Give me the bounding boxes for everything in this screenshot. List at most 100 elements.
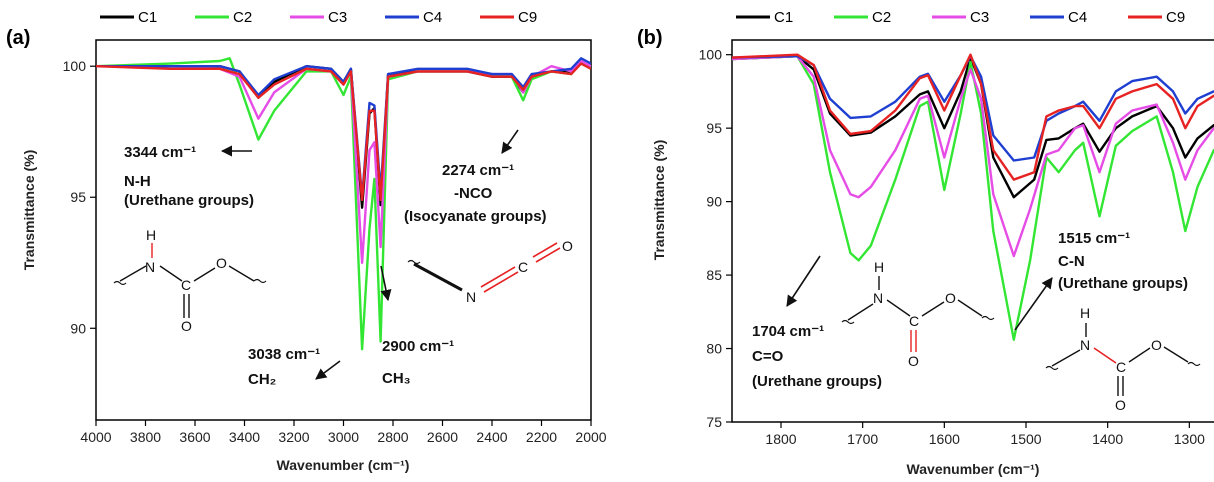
annotation-2900: 2900 cm⁻¹ CH₃: [380, 265, 454, 387]
atom-o-carbonyl: O: [908, 353, 919, 369]
series-group-a: [96, 57, 591, 351]
legend-label-c1-a: C1: [138, 9, 157, 26]
series-line-c2-b: [732, 55, 1214, 341]
annotation-1515-group: C-N: [1058, 253, 1085, 270]
atom-o-ester: O: [945, 290, 956, 306]
wavy-bond-left: [841, 319, 855, 325]
annotation-1704-label: (Urethane groups): [752, 373, 882, 390]
ticks-a: 4000 3800 3600 3400 3200 3000 2800 2600 2400 2200…: [63, 58, 607, 445]
legend-a: C1 C2 C3 C4 C9: [100, 9, 537, 26]
panel-b: (b) C1 C2 C3 C4 C9 1800 1700 1600 1500 1400 1300 7…: [637, 9, 1214, 477]
isocyanate-structure-a: N C O: [407, 238, 573, 305]
annotation-1515: 1515 cm⁻¹ C-N (Urethane groups): [1014, 230, 1188, 331]
bond: [847, 303, 874, 321]
series-line-c2-a: [96, 57, 591, 351]
atom-o-ester: O: [1151, 337, 1162, 353]
series-line-c9-b: [732, 53, 1214, 181]
bond: [159, 265, 183, 282]
bond: [921, 301, 945, 317]
atom-h: H: [874, 259, 884, 275]
bond: [413, 262, 463, 292]
y-tick-label-a: 100: [63, 58, 87, 74]
panel-label-b: (b): [637, 27, 663, 49]
bond: [483, 271, 519, 293]
x-tick-label-a: 2200: [526, 429, 557, 445]
bond: [957, 299, 983, 317]
arrow-1515: [1014, 277, 1053, 331]
legend-label-c9-a: C9: [518, 9, 537, 26]
y-axis-title-b: Transmittance (%): [651, 140, 667, 261]
bond: [1093, 347, 1117, 364]
annotation-2274-wavenumber: 2274 cm⁻¹: [442, 162, 514, 179]
annotation-3344-wavenumber: 3344 cm⁻¹: [124, 144, 196, 161]
legend-b: C1 C2 C3 C4 C9: [736, 9, 1185, 26]
y-tick-label-a: 90: [70, 320, 86, 336]
wavy-bond-right: [253, 278, 267, 284]
annotation-2900-group: CH₃: [382, 370, 411, 387]
y-tick-label-b: 75: [706, 414, 722, 430]
atom-c-nco: C: [518, 259, 528, 275]
atom-o-ester: O: [216, 255, 227, 271]
atom-c: C: [1116, 359, 1126, 375]
atom-h: H: [146, 227, 156, 243]
x-tick-label-b: 1500: [1010, 431, 1041, 447]
wavy-bond-right: [1187, 361, 1201, 367]
bond: [119, 265, 147, 282]
x-tick-label-a: 3800: [130, 429, 161, 445]
x-tick-label-a: 2800: [377, 429, 408, 445]
plot-frame-b: [731, 39, 1214, 423]
x-tick-label-b: 1300: [1174, 431, 1205, 447]
urethane-structure-a: N H C O O: [113, 227, 267, 334]
x-tick-label-a: 2600: [427, 429, 458, 445]
ticks-b: 1800 1700 1600 1500 1400 1300 75 80 85 90 95 100: [699, 47, 1205, 447]
x-tick-label-b: 1600: [929, 431, 960, 447]
annotation-3038-group: CH₂: [248, 371, 276, 388]
annotation-2900-wavenumber: 2900 cm⁻¹: [382, 338, 454, 355]
y-tick-label-b: 100: [699, 47, 723, 63]
bond: [535, 247, 561, 263]
annotation-3038: 3038 cm⁻¹ CH₂: [248, 346, 341, 388]
annotation-nh-label: (Urethane groups): [124, 192, 254, 209]
panel-a: (a) C1 C2 C3 C4 C9 4000 3800 3600 3400 3200 3000 2…: [6, 9, 607, 473]
atom-c: C: [909, 313, 919, 329]
bond: [1163, 346, 1189, 363]
annotation-2274-label: (Isocyanate groups): [404, 208, 547, 225]
annotation-3038-wavenumber: 3038 cm⁻¹: [248, 346, 320, 363]
series-line-c3-a: [96, 59, 591, 264]
urethane-structure-b-cn: N H C O O: [1045, 305, 1201, 413]
annotation-1704: 1704 cm⁻¹ C=O (Urethane groups): [752, 255, 882, 390]
x-tick-label-b: 1700: [847, 431, 878, 447]
bond: [193, 267, 216, 282]
x-tick-label-a: 3400: [229, 429, 260, 445]
legend-label-c3-a: C3: [328, 9, 347, 26]
annotation-1515-label: (Urethane groups): [1058, 275, 1188, 292]
bond: [1051, 349, 1081, 367]
wavy-bond-nco: [407, 259, 421, 265]
x-tick-label-a: 4000: [80, 429, 111, 445]
atom-h: H: [1080, 305, 1090, 321]
legend-label-c2-a: C2: [233, 9, 252, 26]
x-tick-label-a: 3600: [179, 429, 210, 445]
annotation-nh-group: N-H: [124, 173, 151, 190]
panel-label-a: (a): [6, 27, 30, 49]
x-tick-label-a: 3200: [278, 429, 309, 445]
atom-o-carbonyl: O: [181, 318, 192, 334]
series-line-c4-b: [732, 55, 1214, 162]
atom-n: N: [873, 290, 883, 306]
series-line-c3-b: [732, 55, 1214, 258]
urethane-structure-b-carbonyl: N H C O O: [841, 259, 995, 369]
plot-frame-a: [95, 39, 592, 421]
annotation-2274-group: -NCO: [454, 185, 493, 202]
legend-label-c3-b: C3: [970, 9, 989, 26]
wavy-bond-left: [113, 280, 127, 286]
annotation-1515-wavenumber: 1515 cm⁻¹: [1058, 230, 1130, 247]
annotation-nh: N-H (Urethane groups): [124, 173, 254, 209]
x-tick-label-a: 2400: [476, 429, 507, 445]
x-tick-label-a: 3000: [328, 429, 359, 445]
y-tick-label-b: 90: [706, 194, 722, 210]
bond: [1128, 347, 1151, 363]
wavy-bond-left: [1045, 365, 1059, 371]
arrow-1704: [786, 255, 821, 307]
y-tick-label-b: 85: [706, 267, 722, 283]
